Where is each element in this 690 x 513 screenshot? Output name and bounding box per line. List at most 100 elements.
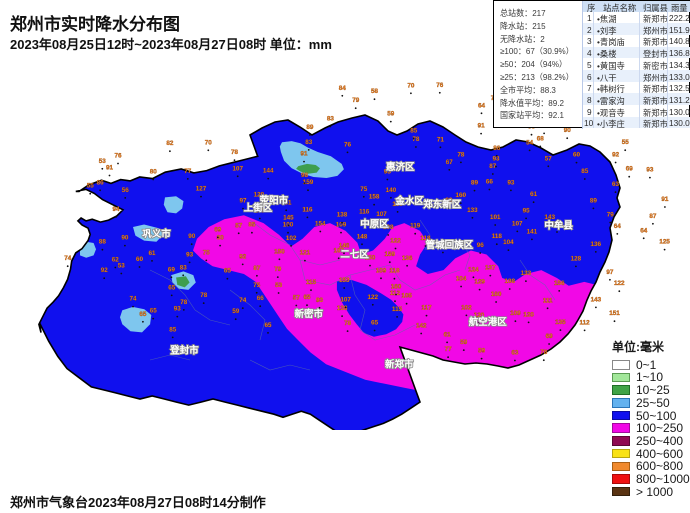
svg-text:75: 75 <box>253 282 261 289</box>
svg-text:136: 136 <box>402 255 413 262</box>
svg-text:105: 105 <box>401 293 412 300</box>
svg-text:76: 76 <box>436 82 444 89</box>
svg-text:69: 69 <box>626 166 634 173</box>
svg-text:107: 107 <box>232 165 243 172</box>
svg-text:136: 136 <box>591 241 602 248</box>
svg-text:160: 160 <box>455 192 466 199</box>
svg-text:122: 122 <box>368 294 379 301</box>
svg-text:153: 153 <box>339 277 350 284</box>
svg-text:88: 88 <box>99 239 107 246</box>
svg-text:78: 78 <box>200 292 208 299</box>
svg-text:69: 69 <box>168 266 176 273</box>
svg-text:118: 118 <box>492 233 503 240</box>
svg-text:84: 84 <box>339 85 347 92</box>
svg-text:121: 121 <box>300 250 311 257</box>
svg-text:59: 59 <box>460 339 468 346</box>
svg-text:93: 93 <box>174 306 182 313</box>
svg-text:129: 129 <box>474 279 485 286</box>
svg-text:59: 59 <box>232 308 240 315</box>
svg-text:140: 140 <box>386 187 397 194</box>
svg-text:74: 74 <box>64 255 72 262</box>
svg-text:巩义市: 巩义市 <box>142 228 171 240</box>
svg-text:金水区: 金水区 <box>394 195 424 207</box>
svg-text:91: 91 <box>300 151 308 158</box>
svg-text:91: 91 <box>106 165 114 172</box>
svg-text:65: 65 <box>150 308 158 315</box>
svg-text:68: 68 <box>537 135 545 142</box>
svg-text:登封市: 登封市 <box>169 345 199 357</box>
svg-text:86: 86 <box>97 179 105 186</box>
svg-text:新郑市: 新郑市 <box>385 359 414 371</box>
svg-text:138: 138 <box>337 305 348 312</box>
svg-text:107: 107 <box>376 211 387 218</box>
svg-text:53: 53 <box>99 158 107 165</box>
svg-text:76: 76 <box>344 141 352 148</box>
svg-text:90: 90 <box>188 233 196 240</box>
svg-text:53: 53 <box>118 263 126 270</box>
svg-text:78: 78 <box>457 151 465 158</box>
svg-text:61: 61 <box>530 191 538 198</box>
svg-text:107: 107 <box>340 296 351 303</box>
svg-text:89: 89 <box>590 197 598 204</box>
svg-text:63: 63 <box>511 350 519 357</box>
svg-text:65: 65 <box>224 268 232 275</box>
svg-text:117: 117 <box>421 305 432 312</box>
svg-text:87: 87 <box>253 265 261 272</box>
svg-text:64: 64 <box>640 227 648 234</box>
svg-text:141: 141 <box>527 228 538 235</box>
svg-text:91: 91 <box>661 196 669 203</box>
svg-text:108: 108 <box>504 278 515 285</box>
svg-text:74: 74 <box>239 297 247 304</box>
svg-text:二七区: 二七区 <box>340 249 369 261</box>
svg-text:74: 74 <box>129 296 137 303</box>
svg-text:93: 93 <box>492 156 500 163</box>
svg-text:116: 116 <box>359 208 370 215</box>
svg-text:83: 83 <box>327 116 335 123</box>
svg-text:159: 159 <box>385 251 396 258</box>
svg-text:61: 61 <box>444 331 452 338</box>
svg-text:107: 107 <box>512 220 523 227</box>
svg-text:65: 65 <box>168 284 176 291</box>
svg-text:78: 78 <box>231 149 239 156</box>
svg-text:53: 53 <box>275 282 283 289</box>
svg-text:154: 154 <box>315 221 326 228</box>
svg-text:115: 115 <box>392 306 403 313</box>
svg-text:78: 78 <box>180 299 188 306</box>
svg-text:104: 104 <box>456 276 467 283</box>
svg-text:102: 102 <box>461 304 472 311</box>
svg-text:93: 93 <box>507 179 515 186</box>
svg-text:120: 120 <box>523 311 534 318</box>
svg-text:75: 75 <box>360 186 368 193</box>
svg-text:135: 135 <box>555 319 566 326</box>
svg-text:61: 61 <box>148 250 156 257</box>
svg-text:95: 95 <box>523 207 531 214</box>
svg-text:63: 63 <box>612 181 620 188</box>
svg-text:57: 57 <box>293 295 301 302</box>
svg-text:125: 125 <box>659 239 670 246</box>
svg-text:新密市: 新密市 <box>294 308 323 320</box>
svg-text:58: 58 <box>371 88 379 95</box>
svg-text:69: 69 <box>546 333 554 340</box>
svg-text:64: 64 <box>478 102 486 109</box>
svg-text:89: 89 <box>471 180 479 187</box>
svg-text:142: 142 <box>416 323 427 330</box>
svg-text:148: 148 <box>357 233 368 240</box>
svg-text:98: 98 <box>301 172 309 179</box>
svg-text:122: 122 <box>390 238 401 245</box>
svg-text:56: 56 <box>122 187 130 194</box>
svg-text:83: 83 <box>180 264 188 271</box>
svg-text:65: 65 <box>371 320 379 327</box>
svg-text:118: 118 <box>389 268 400 275</box>
svg-text:92: 92 <box>239 253 247 260</box>
svg-text:70: 70 <box>407 82 415 89</box>
svg-text:59: 59 <box>478 348 486 355</box>
svg-text:109: 109 <box>510 310 521 317</box>
svg-text:85: 85 <box>581 168 589 175</box>
svg-text:111: 111 <box>543 297 553 304</box>
svg-text:91: 91 <box>478 123 486 130</box>
svg-text:104: 104 <box>503 239 514 246</box>
svg-text:80: 80 <box>150 169 158 176</box>
svg-text:郑东新区: 郑东新区 <box>423 198 462 210</box>
svg-text:惠济区: 惠济区 <box>386 161 415 173</box>
svg-text:143: 143 <box>591 296 602 303</box>
